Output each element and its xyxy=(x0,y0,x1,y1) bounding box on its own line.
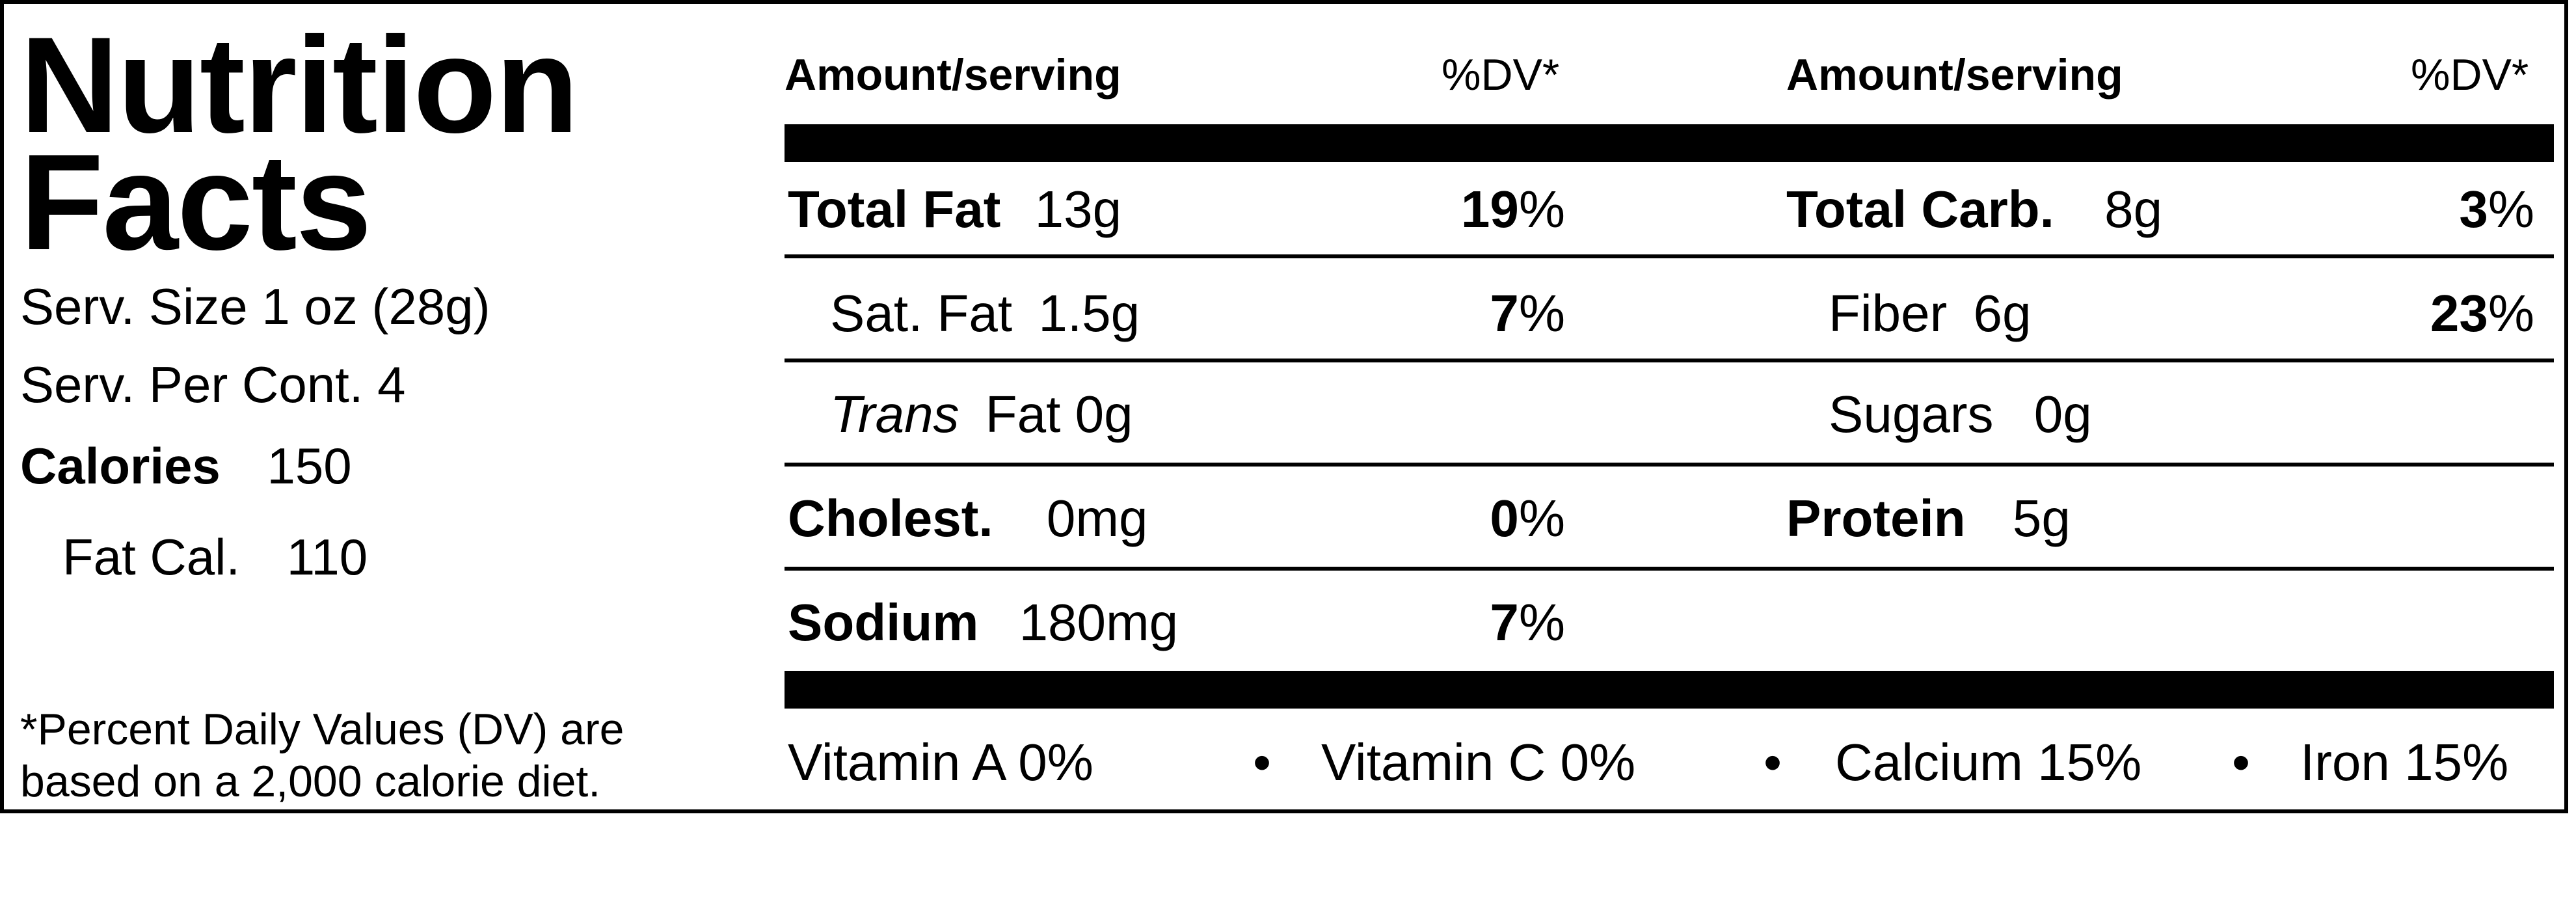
vitamin-c: Vitamin C 0% xyxy=(1321,733,1636,791)
bullet-separator: • xyxy=(2232,733,2251,791)
sat-fat-amount: 1.5g xyxy=(1038,284,1140,342)
serving-size: Serv. Size 1 oz (28g) xyxy=(20,278,490,335)
sodium-amount: 180mg xyxy=(1019,593,1179,651)
vitamin-a: Vitamin A 0% xyxy=(788,733,1093,791)
sugars-label: Sugars xyxy=(1829,385,1994,443)
servings-per-container: Serv. Per Cont. 4 xyxy=(20,356,406,413)
total-carb-dv-pct: % xyxy=(2488,180,2534,238)
total-fat-amount: 13g xyxy=(1034,180,1122,238)
sugars-amount: 0g xyxy=(2033,385,2092,443)
total-fat-label: Total Fat xyxy=(788,180,1001,238)
header-amount-right: Amount/serving xyxy=(1786,50,2123,100)
total-fat-dv: 19% xyxy=(1370,180,1565,239)
title-line-2: Facts xyxy=(20,126,372,278)
protein-row: Protein 5g xyxy=(1786,489,2071,548)
footnote-line-2: based on a 2,000 calorie diet. xyxy=(20,757,601,806)
fat-cal-value: 110 xyxy=(286,528,368,586)
footnote-line-1: *Percent Daily Values (DV) are xyxy=(20,705,624,754)
fat-calories-row: Fat Cal. 110 xyxy=(62,528,368,587)
row-divider xyxy=(785,463,2554,467)
protein-label: Protein xyxy=(1786,489,1966,547)
sodium-dv: 7% xyxy=(1370,593,1565,653)
row-divider xyxy=(785,359,2554,362)
thick-rule-bottom xyxy=(785,671,2554,709)
calcium: Calcium 15% xyxy=(1835,733,2142,791)
fiber-amount: 6g xyxy=(1973,284,2032,342)
fiber-dv-pct: % xyxy=(2488,284,2534,342)
total-carb-label: Total Carb. xyxy=(1786,180,2054,238)
sat-fat-label: Sat. Fat xyxy=(830,284,1013,342)
trans-fat-label: Fat xyxy=(985,385,1061,443)
total-carb-row: Total Carb. 8g xyxy=(1786,180,2162,239)
cholesterol-row: Cholest. 0mg xyxy=(788,489,1147,548)
header-amount-left: Amount/serving xyxy=(785,50,1121,100)
cholesterol-label: Cholest. xyxy=(788,489,993,547)
sodium-dv-pct: % xyxy=(1518,593,1565,651)
sodium-row: Sodium 180mg xyxy=(788,593,1178,653)
fat-cal-label: Fat Cal. xyxy=(62,528,241,586)
cholesterol-dv-pct: % xyxy=(1518,489,1565,547)
sat-fat-row: Sat. Fat 1.5g xyxy=(830,284,1140,344)
fiber-dv: 23% xyxy=(2339,284,2534,344)
total-fat-dv-value: 19 xyxy=(1460,180,1519,238)
sat-fat-dv-pct: % xyxy=(1518,284,1565,342)
calories-label: Calories xyxy=(20,437,221,494)
fiber-dv-value: 23 xyxy=(2430,284,2488,342)
total-fat-dv-pct: % xyxy=(1518,180,1565,238)
header-dv-right: %DV* xyxy=(2411,50,2529,100)
total-carb-amount: 8g xyxy=(2104,180,2163,238)
calories-value: 150 xyxy=(267,437,352,494)
iron: Iron 15% xyxy=(2300,733,2509,791)
total-carb-dv-value: 3 xyxy=(2459,180,2488,238)
nutrition-label: Nutrition Facts Serv. Size 1 oz (28g) Se… xyxy=(0,0,2568,813)
cholesterol-amount: 0mg xyxy=(1046,489,1148,547)
sodium-label: Sodium xyxy=(788,593,979,651)
trans-fat-italic-label: Trans xyxy=(830,385,959,443)
cholesterol-dv-value: 0 xyxy=(1490,489,1519,547)
title-line-1: Nutrition xyxy=(20,8,579,161)
bullet-separator: • xyxy=(1253,733,1272,791)
total-carb-dv: 3% xyxy=(2339,180,2534,239)
total-fat-row: Total Fat 13g xyxy=(788,180,1121,239)
header-dv-left: %DV* xyxy=(1442,50,1560,100)
sat-fat-dv: 7% xyxy=(1370,284,1565,344)
row-divider xyxy=(785,254,2554,258)
fiber-row: Fiber 6g xyxy=(1829,284,2031,344)
trans-fat-row: Trans Fat 0g xyxy=(830,385,1133,444)
trans-fat-amount: 0g xyxy=(1075,385,1133,443)
fiber-label: Fiber xyxy=(1829,284,1948,342)
bullet-separator: • xyxy=(1764,733,1782,791)
sugars-row: Sugars 0g xyxy=(1829,385,2092,444)
sodium-dv-value: 7 xyxy=(1490,593,1519,651)
calories-row: Calories 150 xyxy=(20,437,352,496)
protein-amount: 5g xyxy=(2012,489,2071,547)
thick-rule-top xyxy=(785,124,2554,162)
row-divider xyxy=(785,567,2554,571)
cholesterol-dv: 0% xyxy=(1370,489,1565,548)
sat-fat-dv-value: 7 xyxy=(1490,284,1519,342)
